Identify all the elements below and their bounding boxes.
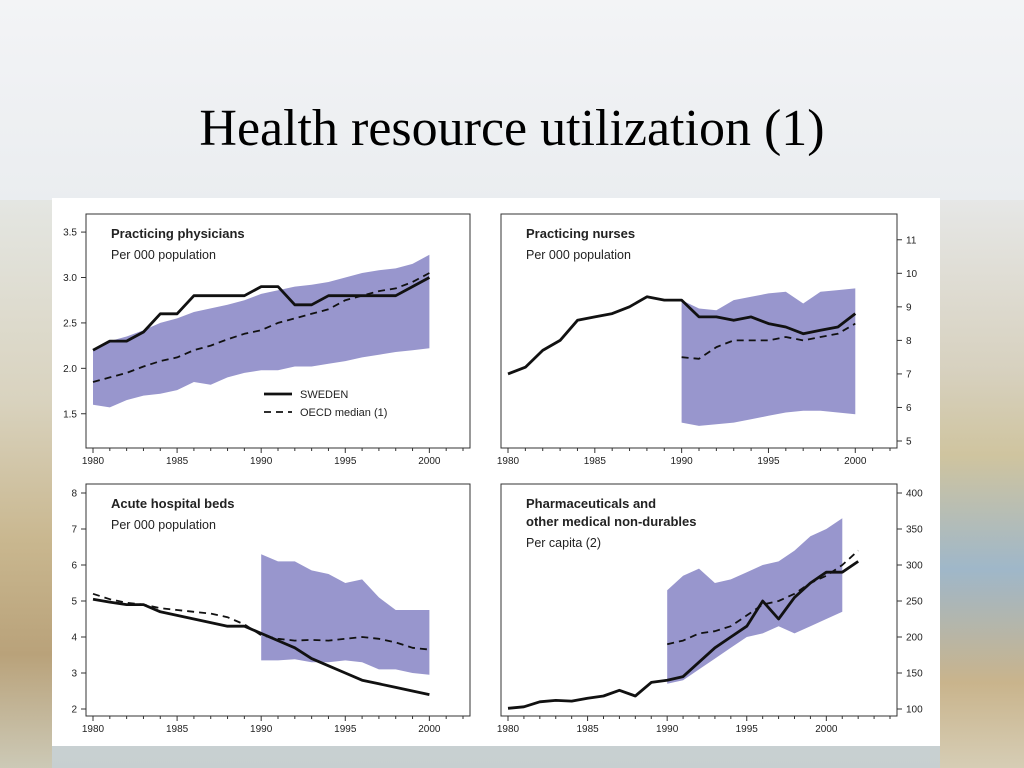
panel-3-xtick-label: 2000 xyxy=(418,724,441,735)
panel-2-xtick-label: 1990 xyxy=(671,456,694,467)
panel-2-ytick-label: 8 xyxy=(906,336,912,347)
panel-2-subtitle: Per 000 population xyxy=(526,248,631,262)
panel-3-title: Acute hospital beds xyxy=(111,496,235,511)
panel-1-xtick-label: 1990 xyxy=(250,456,273,467)
panel-4-xtick-label: 1980 xyxy=(497,724,520,735)
panel-4-xtick-label: 1985 xyxy=(576,724,599,735)
panel-3-subtitle: Per 000 population xyxy=(111,518,216,532)
panel-3-sweden-line xyxy=(92,597,430,696)
chart-grid: 1980 1985 1990 1995 2000 1.5 2.0 2.5 3.0 3.5 Pract… xyxy=(63,213,923,735)
panel-1-xtick-label: 2000 xyxy=(418,456,441,467)
legend-label-sweden: SWEDEN xyxy=(300,389,348,401)
panel-2-ytick-label: 7 xyxy=(906,369,912,380)
legend-label-oecd: OECD median (1) xyxy=(300,407,387,419)
panel-4-ytick-label: 250 xyxy=(906,597,923,608)
panel-1-sweden-line xyxy=(92,276,431,352)
panel-4-xtick-label: 2000 xyxy=(815,724,838,735)
panel-1-xtick-label: 1985 xyxy=(166,456,189,467)
panel-3-xtick-label: 1995 xyxy=(334,724,357,735)
panel-3-ytick-label: 3 xyxy=(71,669,77,680)
panel-1-title: Practicing physicians xyxy=(111,226,245,241)
panel-2-ytick-label: 11 xyxy=(906,235,917,246)
panel-1-ytick-label: 1.5 xyxy=(63,409,77,420)
panel-3-xtick-label: 1985 xyxy=(166,724,189,735)
panel-4-sweden-line xyxy=(507,560,859,710)
panel-1-ytick-label: 3.0 xyxy=(63,273,77,284)
panel-1-ytick-label: 2.0 xyxy=(63,364,77,375)
panel-2-title: Practicing nurses xyxy=(526,226,635,241)
panel-4-ytick-label: 100 xyxy=(906,705,923,716)
panel-2-ytick-label: 9 xyxy=(906,302,912,313)
background-photo-right xyxy=(940,200,1024,768)
panel-2-sweden-line xyxy=(507,295,857,376)
panel-1-range-band xyxy=(93,254,430,408)
panel-2-xtick-label: 1980 xyxy=(497,456,520,467)
panel-2-ytick-label: 5 xyxy=(906,437,912,448)
panel-4-ytick-label: 350 xyxy=(906,525,923,536)
panel-3-ytick-label: 5 xyxy=(71,597,77,608)
panel-2-ytick-label: 6 xyxy=(906,403,912,414)
panel-1-ytick-label: 3.5 xyxy=(63,228,77,239)
panel-4-ytick-label: 150 xyxy=(906,669,923,680)
panel-2-range-band xyxy=(681,288,856,426)
panel-3-ytick-label: 4 xyxy=(71,633,77,644)
panel-4-subtitle: Per capita (2) xyxy=(526,536,601,550)
panel-3-ytick-label: 2 xyxy=(71,705,77,716)
panel-3-ytick-label: 7 xyxy=(71,525,77,536)
panel-4-xtick-label: 1995 xyxy=(736,724,759,735)
panel-3-ytick-label: 8 xyxy=(71,489,77,500)
panel-3-xtick-label: 1980 xyxy=(82,724,105,735)
panel-1-subtitle: Per 000 population xyxy=(111,248,216,262)
slide-title: Health resource utilization (1) xyxy=(199,100,825,157)
panel-4-range-band xyxy=(667,518,843,684)
panel-3-oecd-line xyxy=(92,592,430,651)
chart-figure: 1980 1985 1990 1995 2000 1.5 2.0 2.5 3.0 3.5 Pract… xyxy=(52,198,940,746)
panel-4-title: Pharmaceuticals and xyxy=(526,496,656,511)
panel-2-ytick-label: 10 xyxy=(906,269,918,280)
panel-1-ytick-label: 2.5 xyxy=(63,318,77,329)
panel-3-range-band xyxy=(261,554,430,675)
panel-4-ytick-label: 400 xyxy=(906,489,923,500)
panel-1-xtick-label: 1995 xyxy=(334,456,357,467)
panel-2-xtick-label: 2000 xyxy=(844,456,867,467)
panel-4-ytick-label: 300 xyxy=(906,561,923,572)
panel-4-ytick-label: 200 xyxy=(906,633,923,644)
panel-1-xtick-label: 1980 xyxy=(82,456,105,467)
panel-2-oecd-line xyxy=(681,322,856,360)
panel-4-title-line2: other medical non-durables xyxy=(526,514,696,529)
panel-2-xtick-label: 1985 xyxy=(584,456,607,467)
panel-3-ytick-label: 6 xyxy=(71,561,77,572)
panel-3-xtick-label: 1990 xyxy=(250,724,273,735)
panel-4-xtick-label: 1990 xyxy=(656,724,679,735)
background-photo-left xyxy=(0,200,52,768)
panel-2-xtick-label: 1995 xyxy=(757,456,780,467)
